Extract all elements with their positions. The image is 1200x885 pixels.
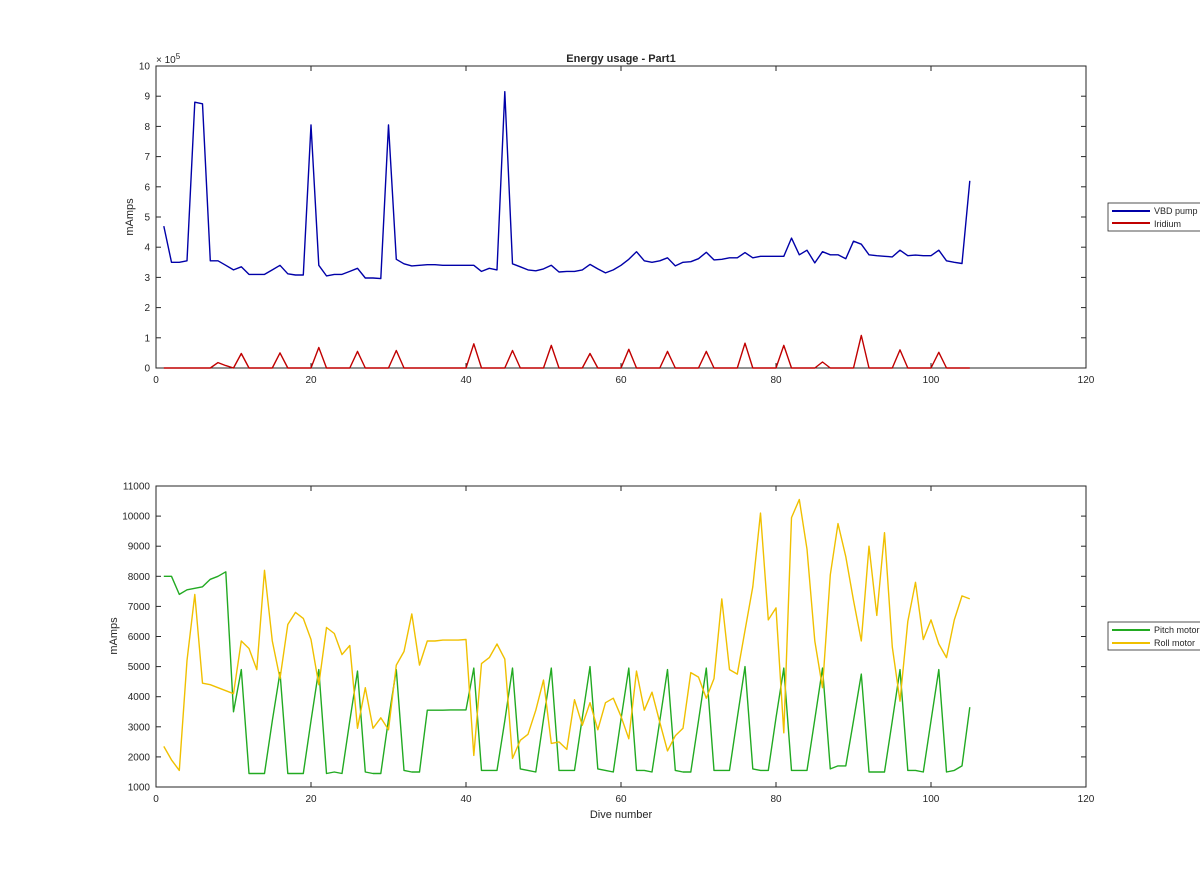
legend-bottom: Pitch motor Roll motor: [1107, 621, 1200, 651]
y-tick-label: 4: [144, 243, 150, 254]
exponent-power: 5: [176, 52, 181, 61]
y-tick-label: 7000: [128, 602, 151, 613]
legend-label-pitch-motor: Pitch motor: [1154, 625, 1200, 635]
energy-axes: Energy usage - Part1 × 105 mAmps 0 20 40 60…: [124, 52, 1095, 386]
y-tick-label: 9: [144, 92, 150, 103]
y-tick-label: 6000: [128, 632, 151, 643]
x-tick-label: 20: [305, 375, 317, 386]
x-tick-label: 40: [460, 794, 472, 805]
y-tick-label: 4000: [128, 692, 151, 703]
y-tick-label: 10: [139, 62, 151, 73]
series-line-iridium: [163, 334, 970, 369]
legend-label-iridium: Iridium: [1154, 219, 1181, 229]
y-tick-label: 10000: [122, 512, 150, 523]
y-tick-label: 7: [144, 152, 150, 163]
y-tick-label: 2000: [128, 752, 151, 763]
series-line-vbd-pump: [163, 90, 971, 280]
x-tick-label: 100: [923, 375, 940, 386]
y-tick-label: 6: [144, 182, 150, 193]
series-line-pitch-motor: [163, 571, 971, 775]
y-tick-label: 8000: [128, 572, 151, 583]
x-tick-label: 120: [1078, 375, 1095, 386]
chart-title: Energy usage - Part1: [566, 53, 675, 65]
x-tick-label: 20: [305, 794, 317, 805]
y-tick-label: 9000: [128, 542, 151, 553]
y-tick-label: 8: [144, 122, 150, 133]
legend-box: [1107, 621, 1200, 651]
y-tick-label: 3: [144, 273, 150, 284]
x-tick-label: 0: [153, 375, 159, 386]
y-tick-label: 0: [144, 364, 150, 375]
plot-area-bottom: [155, 485, 1087, 788]
y-tick-label: 2: [144, 303, 150, 314]
x-tick-label: 80: [770, 794, 782, 805]
exponent-label: × 105: [156, 52, 181, 66]
legend-label-roll-motor: Roll motor: [1154, 638, 1195, 648]
x-tick-label: 60: [615, 794, 627, 805]
plot-area-top: [155, 65, 1087, 369]
y-tick-label: 3000: [128, 722, 151, 733]
x-tick-label: 120: [1078, 794, 1095, 805]
x-tick-label: 60: [615, 375, 627, 386]
y-tick-label: 5: [144, 213, 150, 224]
y-axis-label-bottom: mAmps: [108, 617, 120, 655]
series-bottom: [163, 498, 971, 775]
legend-box: [1107, 202, 1200, 232]
y-axis-label-top: mAmps: [124, 198, 136, 236]
motor-axes: Dive number mAmps 0 20 40 60 80 100 120 1000 200…: [108, 482, 1095, 822]
legend-label-vbd-pump: VBD pump: [1154, 206, 1198, 216]
series-line-roll-motor: [163, 498, 971, 772]
y-tick-label: 11000: [123, 482, 151, 493]
x-tick-label: 40: [460, 375, 472, 386]
y-tick-label: 5000: [128, 662, 151, 673]
x-tick-label: 100: [923, 794, 940, 805]
series-top: [163, 90, 971, 369]
x-tick-label: 80: [770, 375, 782, 386]
ticks-bottom: 0 20 40 60 80 100 120 1000 2000 3000 4000 5000 6000 7…: [122, 482, 1095, 806]
x-tick-label: 0: [153, 794, 159, 805]
legend-top: VBD pump Iridium: [1107, 202, 1200, 232]
y-tick-label: 1000: [128, 783, 151, 794]
y-tick-label: 1: [144, 333, 150, 344]
x-axis-label-bottom: Dive number: [590, 809, 653, 821]
ticks-top: 0 20 40 60 80 100 120 0 1 2 3 4 5 6 7 8 9 10: [139, 62, 1095, 387]
